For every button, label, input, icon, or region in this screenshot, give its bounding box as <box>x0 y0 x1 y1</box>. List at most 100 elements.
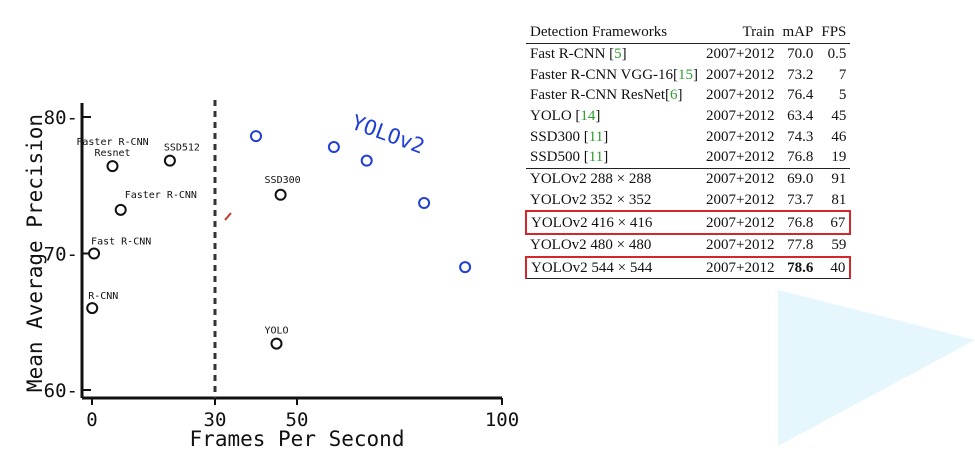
train-cell: 2007+2012 <box>706 128 775 145</box>
fps-cell: 81 <box>831 191 847 208</box>
yolov2-point <box>327 141 340 154</box>
point-label: Faster R-CNN <box>125 190 197 201</box>
results-table: Detection Frameworks Train mAP FPS Fast … <box>524 22 852 280</box>
table-row: Faster R-CNN VGG-16[15] 2007+2012 73.2 7 <box>526 64 850 85</box>
yolov2-point <box>360 154 373 167</box>
map-cell: 63.4 <box>787 108 814 125</box>
reference-link[interactable]: 5 <box>614 46 622 63</box>
header-frameworks: Detection Frameworks <box>526 22 703 44</box>
map-cell: 70.0 <box>787 46 814 63</box>
train-cell: 2007+2012 <box>706 46 775 63</box>
table-row: YOLOv2 352 × 352 2007+2012 73.7 81 <box>526 190 850 212</box>
map-cell: 76.8 <box>778 210 818 235</box>
train-cell: 2007+2012 <box>706 108 775 125</box>
cursor-mark <box>224 212 232 221</box>
chart-axes: 60- 70- 80- 0 30 50 100 <box>44 100 519 431</box>
fps-cell: 59 <box>831 237 847 254</box>
yolov2-series-label: YOLOv2 <box>348 110 427 158</box>
table-row: SSD500 [11] 2007+2012 76.8 19 <box>526 147 850 168</box>
reference-link[interactable]: 14 <box>580 108 596 125</box>
framework-name-cell: YOLOv2 288 × 288 <box>526 167 703 190</box>
train-cell: 2007+2012 <box>706 87 775 104</box>
header-fps: FPS <box>817 22 851 44</box>
baseline-detector-point <box>88 247 101 260</box>
yolov2-point <box>418 196 431 209</box>
point-label: Resnet <box>94 148 130 159</box>
train-cell: 2007+2012 <box>702 167 779 190</box>
point-label: SSD300 <box>265 175 301 186</box>
framework-name-cell: YOLOv2 416 × 416 <box>524 210 703 235</box>
map-cell: 76.8 <box>787 149 814 166</box>
reference-link[interactable]: 11 <box>588 149 604 166</box>
yolov2-point <box>250 130 262 143</box>
train-cell: 2007+2012 <box>706 191 775 208</box>
baseline-detector-point <box>86 302 99 315</box>
map-cell: 76.4 <box>787 87 814 104</box>
framework-name-cell: Faster R-CNN VGG-16[15] <box>530 66 699 83</box>
x-tick-label: 30 <box>204 409 227 431</box>
x-tick-label: 0 <box>86 409 97 431</box>
map-cell: 73.7 <box>787 191 814 208</box>
baseline-detector-point <box>270 337 283 350</box>
fps-cell: 40 <box>817 255 852 280</box>
map-cell: 69.0 <box>778 167 818 190</box>
table-row: YOLOv2 416 × 416 2007+2012 76.8 67 <box>524 210 852 235</box>
reference-link[interactable]: 11 <box>588 128 604 145</box>
fps-cell: 45 <box>831 108 847 125</box>
point-label: Faster R-CNN <box>76 137 148 148</box>
x-tick-label: 100 <box>485 409 519 431</box>
framework-name-cell: YOLOv2 544 × 544 <box>524 255 703 280</box>
framework-name-cell: YOLOv2 352 × 352 <box>530 191 652 208</box>
table-row: SSD300 [11] 2007+2012 74.3 46 <box>526 126 850 147</box>
train-cell: 2007+2012 <box>706 237 775 254</box>
table-row: Fast R-CNN [5] 2007+2012 70.0 0.5 <box>526 43 850 64</box>
map-cell: 73.2 <box>787 66 814 83</box>
table-row: Faster R-CNN ResNet[6] 2007+2012 76.4 5 <box>526 85 850 106</box>
framework-name-cell: Faster R-CNN ResNet[6] <box>530 87 683 104</box>
framework-name-cell: YOLO [14] <box>530 108 601 125</box>
map-cell: 74.3 <box>787 128 814 145</box>
point-label: YOLO <box>264 326 288 337</box>
point-label: R-CNN <box>88 291 118 302</box>
fps-cell: 7 <box>838 66 847 83</box>
fps-cell: 0.5 <box>827 46 847 63</box>
y-tick-label: 70- <box>44 244 78 266</box>
fps-cell: 67 <box>817 210 852 235</box>
map-cell: 77.8 <box>787 237 814 254</box>
fps-cell: 5 <box>838 87 847 104</box>
header-train: Train <box>702 22 779 44</box>
table-row: YOLO [14] 2007+2012 63.4 45 <box>526 106 850 127</box>
table-row: YOLOv2 480 × 480 2007+2012 77.8 59 <box>526 234 850 257</box>
table-header-row: Detection Frameworks Train mAP FPS <box>526 22 851 44</box>
baseline-detector-point <box>106 160 119 173</box>
y-axis-label: Mean Average Precision <box>23 114 47 392</box>
train-cell: 2007+2012 <box>702 210 779 235</box>
map-cell: 78.6 <box>778 255 818 280</box>
x-tick-label: 50 <box>286 409 309 431</box>
point-label: Fast R-CNN <box>91 237 151 248</box>
train-cell: 2007+2012 <box>706 66 775 83</box>
y-tick-label: 80- <box>44 107 78 129</box>
point-label: SSD512 <box>164 143 200 154</box>
baseline-detector-point <box>114 203 127 216</box>
baseline-detector-point <box>274 188 287 201</box>
train-cell: 2007+2012 <box>702 255 779 280</box>
reference-link[interactable]: 6 <box>669 87 678 104</box>
baseline-detector-point <box>163 154 176 167</box>
fps-cell: 91 <box>817 167 851 190</box>
fps-cell: 19 <box>831 149 847 166</box>
x-axis-label: Frames Per Second <box>190 427 405 450</box>
fps-cell: 46 <box>831 128 847 145</box>
framework-name-cell: Fast R-CNN [5] <box>530 46 627 63</box>
y-tick-label: 60- <box>44 380 78 402</box>
train-cell: 2007+2012 <box>706 149 775 166</box>
framework-name-cell: SSD500 [11] <box>530 149 609 166</box>
table-row: YOLOv2 544 × 544 2007+2012 78.6 40 <box>524 255 852 280</box>
header-map: mAP <box>778 22 818 44</box>
reference-link[interactable]: 15 <box>678 66 694 83</box>
yolov2-point <box>459 261 472 274</box>
scatter-chart: 60- 70- 80- 0 30 50 100 R-CNN Fast R-CNN Faster … <box>23 100 519 450</box>
table-row: YOLOv2 288 × 288 2007+2012 69.0 91 <box>526 167 851 190</box>
